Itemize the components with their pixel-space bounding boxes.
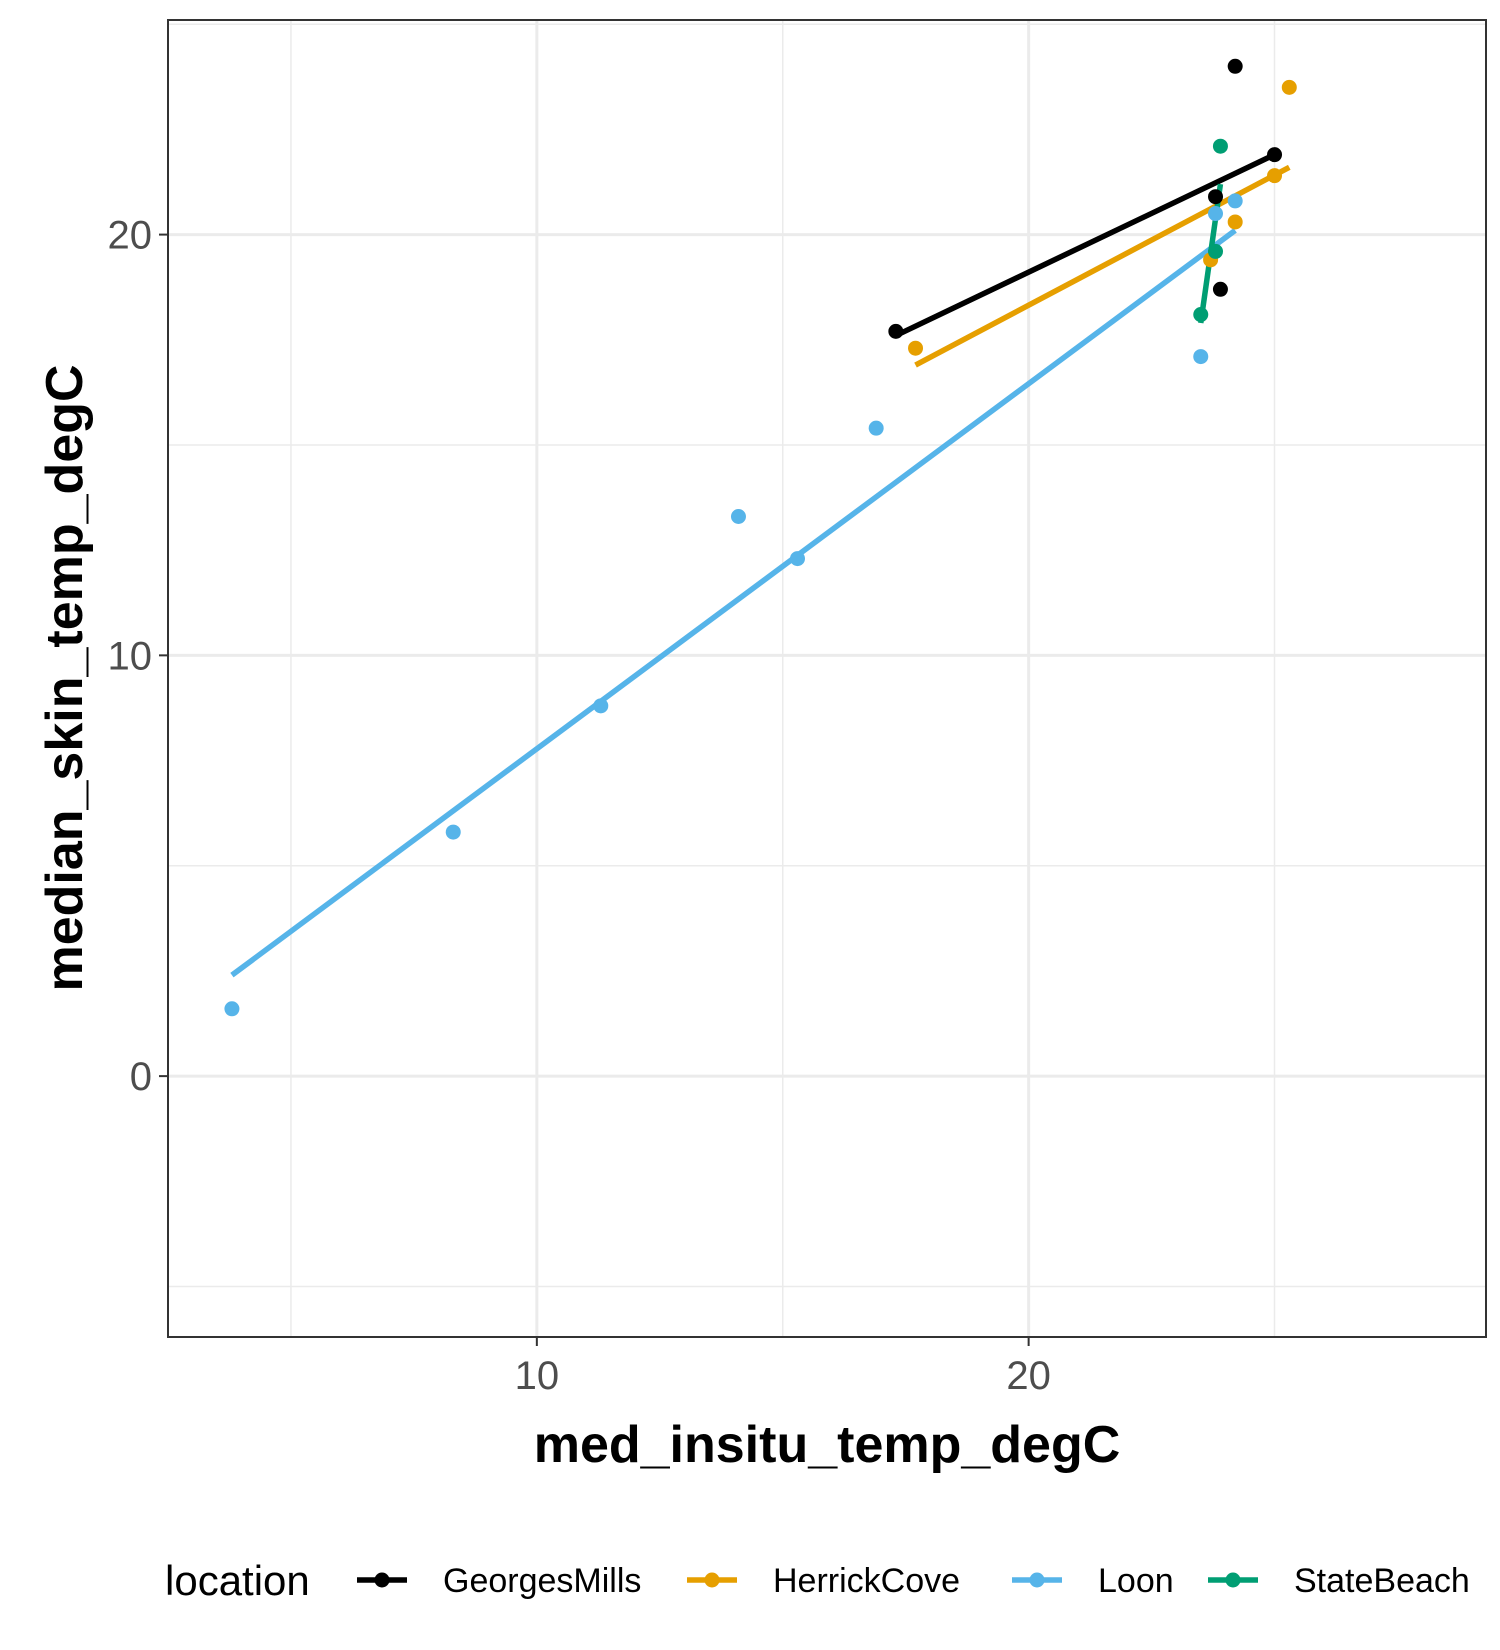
x-tick-label: 10	[515, 1354, 560, 1398]
point-loon	[730, 509, 746, 525]
grid-major	[168, 20, 1486, 1337]
point-georgesmills	[1227, 58, 1243, 74]
legend-item-georgesmills: GeorgesMills	[357, 1562, 641, 1600]
x-tick-label: 20	[1006, 1354, 1051, 1398]
panel-border	[167, 19, 1487, 1338]
point-herrickcove	[1281, 79, 1297, 95]
point-statebeach	[1193, 307, 1209, 323]
point-loon	[224, 1001, 240, 1017]
data-points	[224, 58, 1297, 1017]
panel-background	[168, 20, 1486, 1337]
point-loon	[1227, 193, 1243, 209]
x-axis: 10 20	[515, 1337, 1051, 1398]
grid-minor	[168, 20, 1486, 1337]
point-loon	[868, 420, 884, 436]
point-loon	[445, 824, 461, 840]
legend-label: StateBeach	[1294, 1562, 1470, 1600]
point-georgesmills	[1212, 281, 1228, 297]
point-loon	[1208, 206, 1224, 222]
point-herrickcove	[1267, 168, 1283, 184]
point-loon	[1193, 349, 1209, 365]
fit-line-georgesmills	[894, 152, 1276, 339]
y-axis: 0 10 20	[108, 214, 168, 1099]
point-statebeach	[1212, 138, 1228, 154]
y-tick-label: 0	[130, 1055, 152, 1099]
point-herrickcove	[908, 340, 924, 356]
fit-line-herrickcove	[914, 164, 1291, 368]
legend-item-statebeach: StateBeach	[1208, 1562, 1470, 1600]
point-statebeach	[1208, 243, 1224, 259]
legend-item-herrickcove: HerrickCove	[687, 1562, 960, 1600]
point-loon	[789, 551, 805, 567]
y-tick-label: 10	[108, 634, 153, 678]
legend: location GeorgesMills HerrickCove Loon Stat…	[165, 1557, 1470, 1604]
point-loon	[593, 698, 609, 714]
legend-item-loon: Loon	[1012, 1562, 1174, 1600]
y-axis-title: median_skin_temp_degC	[36, 364, 94, 991]
x-axis-title: med_insitu_temp_degC	[534, 1416, 1121, 1474]
point-georgesmills	[888, 323, 904, 339]
legend-label: HerrickCove	[773, 1562, 960, 1600]
legend-key-point	[704, 1572, 720, 1588]
legend-label: GeorgesMills	[443, 1562, 641, 1600]
point-georgesmills	[1267, 147, 1283, 163]
y-tick-label: 20	[108, 214, 153, 258]
point-georgesmills	[1208, 189, 1224, 205]
fit-lines	[230, 152, 1291, 978]
legend-key-point	[1225, 1572, 1241, 1588]
legend-key-point	[374, 1572, 390, 1588]
legend-label: Loon	[1098, 1562, 1174, 1600]
fit-line-loon	[230, 228, 1237, 978]
legend-title: location	[165, 1557, 310, 1604]
legend-key-point	[1029, 1572, 1045, 1588]
point-herrickcove	[1227, 214, 1243, 230]
